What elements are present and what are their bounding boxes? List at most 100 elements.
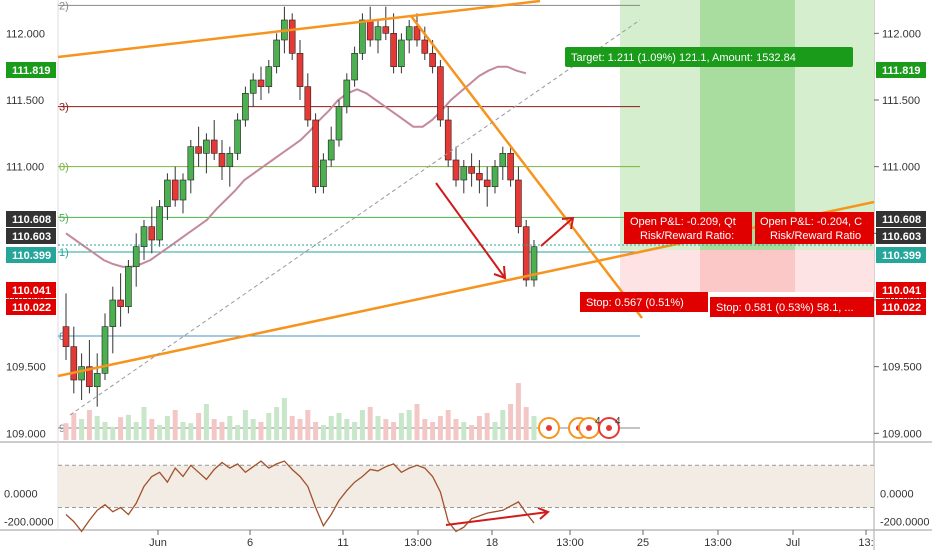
time-axis-tick: 18 — [486, 537, 498, 549]
candle-body — [296, 53, 304, 87]
candle-body — [335, 106, 343, 141]
right-price-badge-label: 110.022 — [882, 302, 921, 314]
oscillator-left-tick: -200.0000 — [4, 517, 54, 529]
volume-bar — [188, 423, 194, 440]
right-price-badge-label: 110.399 — [882, 250, 921, 262]
volume-bar — [398, 413, 404, 440]
candle-body — [304, 86, 312, 121]
stop-zone-dark — [700, 250, 795, 292]
descending-trend-line[interactable] — [410, 15, 643, 319]
candle-body — [78, 366, 85, 381]
upper-channel-line[interactable] — [57, 0, 541, 59]
volume-bar — [336, 413, 342, 440]
volume-bar — [352, 422, 358, 440]
left-price-badge — [6, 228, 56, 244]
right-price-badge-label: 110.041 — [882, 285, 921, 297]
left-axis-tick: 112.000 — [6, 28, 45, 40]
volume-bar — [235, 425, 241, 440]
time-axis-tick: 25 — [637, 537, 649, 549]
left-price-badge — [6, 62, 56, 78]
volume-bar — [196, 413, 202, 440]
right-axis-tick: 109.000 — [882, 428, 922, 440]
candle-body — [132, 246, 140, 267]
volume-bar — [422, 419, 428, 440]
candle-body — [476, 173, 483, 181]
candle-body — [148, 226, 156, 241]
volume-bar — [414, 404, 420, 440]
candle-body — [62, 326, 70, 347]
left-price-badge-label: 110.608 — [12, 214, 51, 226]
right-price-badge-label: 111.819 — [882, 65, 921, 77]
volume-bar — [180, 422, 186, 440]
volume-bar — [445, 410, 451, 440]
volume-bar — [172, 410, 178, 440]
volume-bar — [281, 398, 287, 440]
event-marker-count: 4 — [615, 416, 621, 427]
volume-bar — [469, 425, 475, 440]
volume-bar — [266, 413, 272, 440]
candle-body — [413, 26, 421, 41]
volume-bar — [133, 422, 139, 440]
volume-bar — [430, 422, 436, 440]
target-label[interactable]: Target: 1.211 (1.09%) 121.1, Amount: 153… — [565, 47, 853, 67]
volume-bar — [94, 416, 100, 440]
volume-bar — [500, 410, 506, 440]
volume-bar — [250, 419, 256, 440]
diagonal-dashed-line[interactable] — [69, 19, 641, 416]
volume-bar — [367, 407, 373, 440]
right-price-axis[interactable]: 112.000111.500111.000110.500110.000109.5… — [874, 28, 922, 440]
candle-body — [374, 26, 382, 41]
candle-body — [195, 146, 202, 154]
volume-bar — [118, 417, 124, 440]
volume-bar — [157, 425, 163, 440]
candle-body — [140, 226, 148, 247]
candle-body — [382, 26, 390, 34]
open-pl-box-2[interactable]: Open P&L: -0.204, C Risk/Reward Ratio — [755, 212, 874, 244]
right-axis-tick: 112.000 — [882, 28, 921, 40]
candle-body — [444, 119, 452, 161]
left-price-badge-label: 110.022 — [12, 302, 51, 314]
left-price-badge — [6, 247, 56, 263]
time-axis-tick: Jul — [786, 537, 800, 549]
left-price-badge-label: 111.819 — [12, 65, 51, 77]
candle-body — [70, 346, 78, 381]
candle-body — [86, 366, 93, 387]
left-price-badge-label: 110.399 — [12, 250, 51, 262]
arrow-down[interactable] — [435, 182, 507, 280]
left-price-badge-label: 110.603 — [12, 231, 51, 243]
candle-body — [288, 19, 296, 54]
svg-text:Risk/Reward Ratio:: Risk/Reward Ratio: — [640, 230, 734, 242]
stop-label-1[interactable]: Stop: 0.567 (0.51%) — [580, 292, 708, 312]
candle-body — [421, 39, 429, 54]
right-axis-tick: 109.500 — [882, 362, 922, 374]
candle-body — [156, 206, 163, 241]
candle-body — [522, 226, 530, 281]
oscillator — [58, 460, 874, 533]
time-axis-tick: 13: — [858, 537, 873, 549]
candle-body — [171, 179, 179, 201]
volume-bar — [203, 404, 209, 440]
candle-body — [234, 119, 241, 154]
volume-bar — [476, 416, 482, 440]
stop-label-2[interactable]: Stop: 0.581 (0.53%) 58.1, ... — [710, 297, 874, 317]
svg-text:Target: 1.211 (1.09%) 121.1, A: Target: 1.211 (1.09%) 121.1, Amount: 153… — [571, 52, 796, 64]
volume-bar — [164, 416, 170, 440]
target-zone-dark — [700, 0, 795, 250]
volume-bar — [297, 419, 303, 440]
oscillator-divergence-arrow[interactable] — [445, 507, 550, 526]
candle-body — [117, 299, 124, 307]
open-pl-box-1[interactable]: Open P&L: -0.209, Qt Risk/Reward Ratio: — [624, 212, 752, 244]
candle-body — [530, 246, 538, 281]
candle-body — [390, 33, 397, 67]
candle-body — [257, 79, 265, 87]
candle-body — [312, 119, 319, 187]
time-axis-tick: 13:00 — [556, 537, 584, 549]
volume-bar — [508, 404, 514, 440]
candle-body — [327, 139, 335, 161]
time-axis[interactable]: Jun 6 11 13:00 18 13:00 25 13:00 Jul 13: — [149, 530, 874, 549]
arrow-up[interactable] — [540, 216, 575, 247]
volume-bar — [359, 410, 365, 440]
candle-body — [468, 166, 475, 174]
event-markers[interactable]: 4 4 — [538, 416, 621, 439]
